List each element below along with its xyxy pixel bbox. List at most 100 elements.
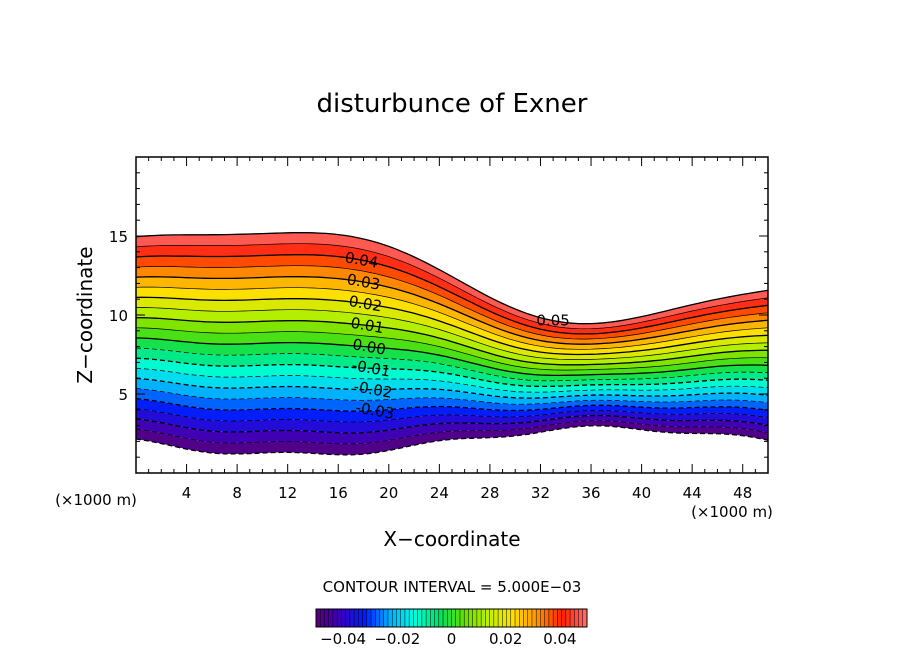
x-tick-label: 28 bbox=[480, 484, 499, 502]
y-tick-label: 5 bbox=[118, 386, 128, 404]
colorbar-cell bbox=[337, 609, 342, 627]
colorbar-cell bbox=[536, 609, 541, 627]
contour-line bbox=[136, 388, 768, 405]
contour-line bbox=[136, 296, 768, 356]
contour-band bbox=[136, 398, 768, 422]
colorbar-cell bbox=[523, 609, 529, 627]
contour-band bbox=[136, 327, 768, 376]
contour-band bbox=[136, 243, 768, 334]
x-tick-label: 16 bbox=[329, 484, 348, 502]
colorbar-cell bbox=[345, 609, 351, 627]
contour-band bbox=[136, 287, 768, 355]
y-tick-label: 10 bbox=[109, 307, 128, 325]
colorbar-cell bbox=[349, 609, 355, 627]
colorbar-cell bbox=[409, 609, 414, 627]
contour-band bbox=[136, 408, 768, 433]
contour-line bbox=[136, 254, 768, 335]
x-tick-label: 48 bbox=[733, 484, 752, 502]
colorbar-cell bbox=[464, 609, 469, 627]
contour-band bbox=[136, 307, 768, 365]
colorbar-cell bbox=[400, 609, 406, 627]
colorbar-cell bbox=[375, 609, 381, 627]
colorbar-cell bbox=[358, 609, 364, 627]
contour-line bbox=[136, 347, 768, 382]
colorbar-cell bbox=[341, 609, 347, 627]
colorbar-cell bbox=[574, 609, 580, 627]
contour-interval-text: CONTOUR INTERVAL = 5.000E−03 bbox=[323, 578, 582, 596]
contour-band bbox=[136, 232, 768, 329]
colorbar-frame bbox=[315, 608, 588, 628]
colorbar-cell bbox=[548, 609, 554, 627]
x-tick-label: 32 bbox=[531, 484, 550, 502]
x-tick-label: 44 bbox=[683, 484, 702, 502]
colorbar-cell bbox=[328, 609, 334, 627]
x-tick-label: 40 bbox=[632, 484, 651, 502]
colorbar-cell bbox=[447, 609, 452, 627]
contour-band bbox=[136, 337, 768, 381]
x-tick-label: 36 bbox=[581, 484, 600, 502]
colorbar-cell bbox=[527, 609, 533, 627]
colorbar-cell bbox=[392, 609, 397, 627]
y-axis-label: Z−coordinate bbox=[73, 246, 97, 383]
colorbar-cell bbox=[404, 609, 410, 627]
contour-line bbox=[136, 414, 768, 434]
contour-band bbox=[136, 420, 768, 455]
colorbar-cell bbox=[582, 609, 588, 627]
x-unit-left: (×1000 m) bbox=[55, 491, 137, 509]
contour-label: 0.00 bbox=[351, 335, 387, 359]
colorbar-cell bbox=[443, 609, 448, 627]
contour-line bbox=[136, 307, 768, 360]
colorbar-cell bbox=[489, 609, 495, 627]
contour-band bbox=[136, 297, 768, 360]
colorbar-cell bbox=[476, 609, 482, 627]
colorbar-cell bbox=[396, 609, 402, 627]
colorbar-cell bbox=[519, 609, 524, 627]
contour-band bbox=[136, 415, 768, 444]
x-tick-label: 8 bbox=[232, 484, 242, 502]
colorbar-cell bbox=[387, 609, 393, 627]
contour-line bbox=[136, 377, 768, 399]
contour-label: 0.01 bbox=[349, 314, 385, 338]
colorbar-cell bbox=[540, 609, 546, 627]
colorbar-cell bbox=[544, 609, 550, 627]
colorbar-cell bbox=[434, 609, 440, 627]
contour-label: 0.02 bbox=[347, 292, 383, 316]
contour-band bbox=[136, 358, 768, 393]
x-unit-right: (×1000 m) bbox=[691, 503, 773, 521]
colorbar-cell bbox=[502, 609, 508, 627]
contour-line bbox=[136, 327, 768, 371]
colorbar-tick-label: 0.02 bbox=[489, 630, 522, 648]
contour-band bbox=[136, 378, 768, 405]
colorbar-cell bbox=[557, 609, 563, 627]
colorbar-cell bbox=[366, 609, 372, 627]
colorbar-cell bbox=[510, 609, 516, 627]
colorbar-tick-label: 0.04 bbox=[543, 630, 576, 648]
contour-label: 0.03 bbox=[346, 270, 382, 294]
contour-line bbox=[136, 265, 768, 340]
colorbar-cell bbox=[320, 609, 325, 627]
contour-band bbox=[136, 276, 768, 350]
colorbar-cell bbox=[451, 609, 457, 627]
contour-line bbox=[136, 357, 768, 388]
x-axis-label: X−coordinate bbox=[383, 527, 520, 551]
colorbar-cell bbox=[316, 609, 321, 627]
colorbar-cell bbox=[493, 609, 499, 627]
y-tick-label: 15 bbox=[109, 228, 128, 246]
x-tick-label: 4 bbox=[182, 484, 192, 502]
colorbar-cell bbox=[498, 609, 503, 627]
colorbar-tick-label: −0.04 bbox=[320, 630, 366, 648]
colorbar-cell bbox=[472, 609, 478, 627]
colorbar-cell bbox=[459, 609, 465, 627]
colorbar-cell bbox=[421, 609, 427, 627]
contour-line bbox=[136, 286, 768, 350]
contour-label-text: 0.00 bbox=[351, 335, 387, 359]
contour-line bbox=[136, 243, 768, 330]
x-tick-label: 24 bbox=[430, 484, 449, 502]
colorbar: −0.04 −0.02 0 0.02 0.04 bbox=[315, 608, 588, 648]
contour-band bbox=[136, 388, 768, 412]
contour-bands bbox=[136, 232, 768, 455]
contour-label-text: 0.04 bbox=[344, 248, 380, 272]
colorbar-cell bbox=[506, 609, 512, 627]
